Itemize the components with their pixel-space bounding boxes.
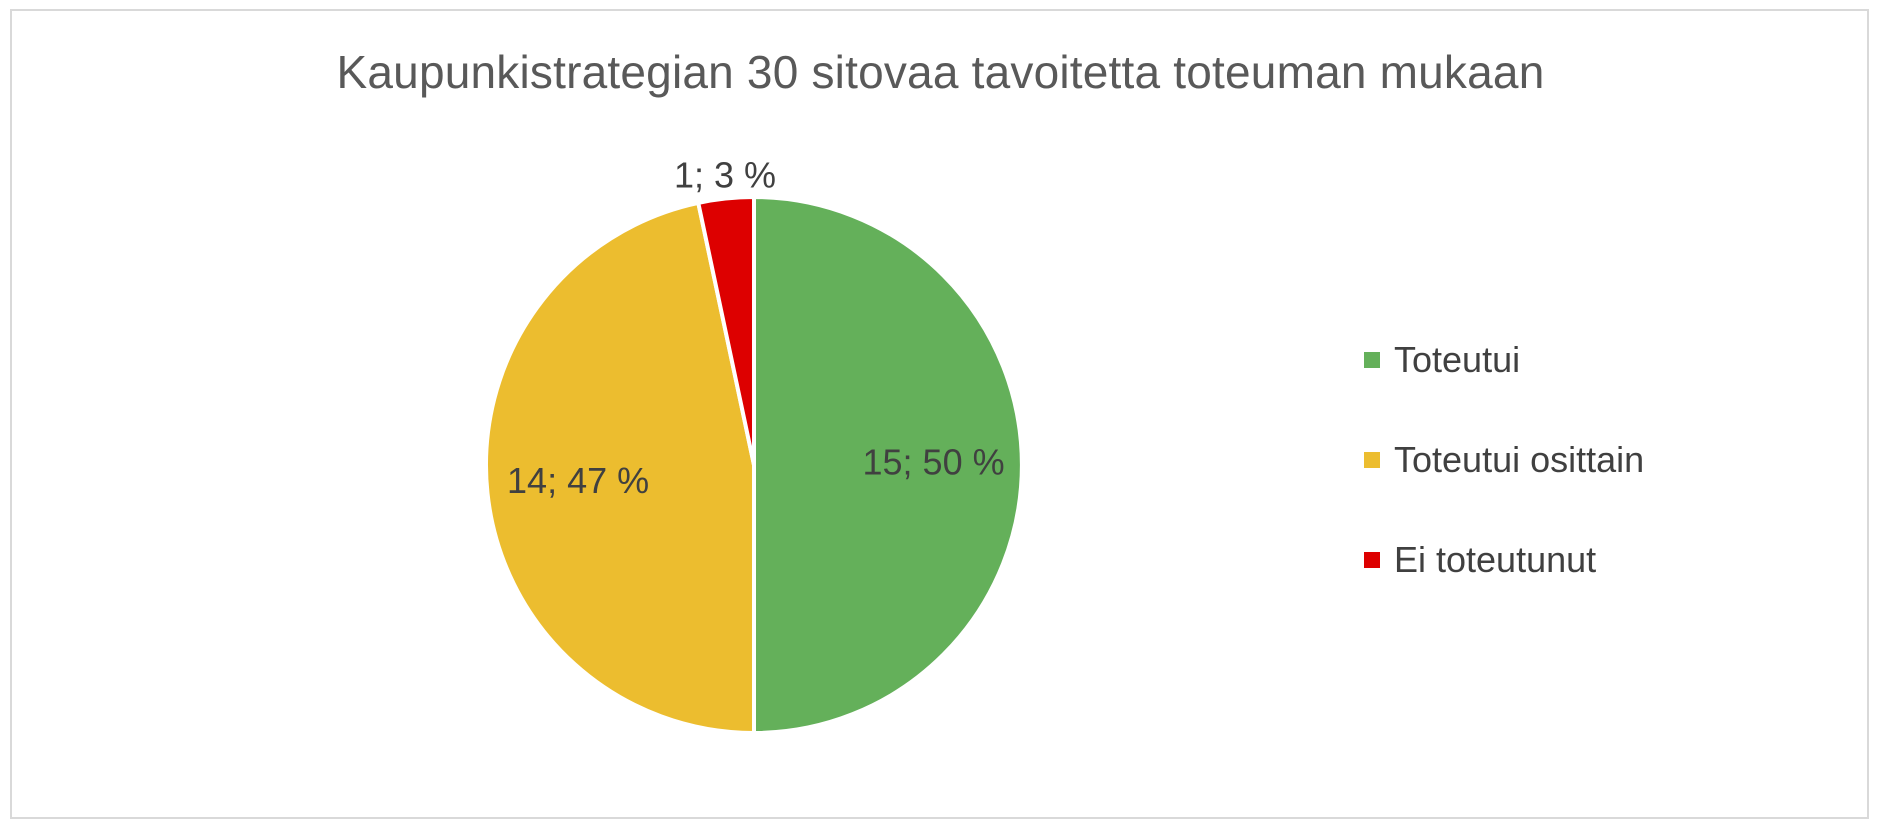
legend-label-toteutui-osittain: Toteutui osittain bbox=[1394, 439, 1645, 480]
pie-slice-toteutui-osittain bbox=[484, 200, 756, 735]
chart-legend: Toteutui Toteutui osittain Ei toteutunut bbox=[1364, 310, 1644, 610]
legend-swatch-toteutui bbox=[1364, 352, 1380, 368]
legend-swatch-toteutui-osittain bbox=[1364, 452, 1380, 468]
data-label-toteutui-osittain: 14; 47 % bbox=[507, 460, 649, 501]
legend-item-toteutui: Toteutui bbox=[1364, 310, 1644, 410]
legend-label-toteutui: Toteutui bbox=[1394, 339, 1521, 380]
data-label-ei-toteutunut: 1; 3 % bbox=[674, 155, 776, 196]
data-label-toteutui: 15; 50 % bbox=[863, 442, 1005, 483]
legend-item-toteutui-osittain: Toteutui osittain bbox=[1364, 410, 1644, 510]
legend-label-ei-toteutunut: Ei toteutunut bbox=[1394, 539, 1597, 580]
pie-data-labels: 15; 50 % 14; 47 % 1; 3 % bbox=[507, 155, 1005, 501]
pie-slice-toteutui bbox=[752, 195, 1024, 735]
chart-title: Kaupunkistrategian 30 sitovaa tavoitetta… bbox=[336, 46, 1545, 98]
legend-swatch-ei-toteutunut bbox=[1364, 552, 1380, 568]
pie-slice-ei-toteutunut bbox=[696, 195, 756, 467]
pie-slices bbox=[484, 195, 1024, 735]
legend-item-ei-toteutunut: Ei toteutunut bbox=[1364, 510, 1644, 610]
